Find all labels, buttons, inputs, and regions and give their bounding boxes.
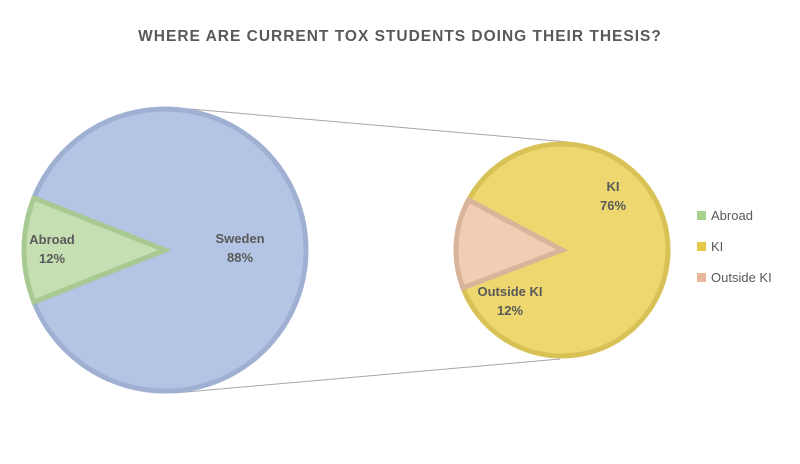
legend-item-abroad: Abroad [697, 206, 772, 224]
secondary-pie-value-ki: 76% [600, 198, 626, 213]
secondary-pie-slice-outside-ki [453, 196, 569, 292]
legend-swatch [697, 272, 706, 282]
chart-title: WHERE ARE CURRENT TOX STUDENTS DOING THE… [138, 28, 662, 45]
connector-line-bottom [174, 358, 561, 394]
legend-label: Outside KI [711, 269, 772, 285]
legend-swatch [697, 210, 706, 220]
legend-item-ki: KI [697, 237, 772, 255]
legend-item-outside-ki: Outside KI [697, 268, 772, 286]
legend-label: Abroad [711, 207, 753, 223]
legend-swatch [697, 241, 706, 251]
secondary-pie-label-ki: KI [607, 179, 620, 194]
chart-legend: Abroad KI Outside KI [697, 206, 772, 299]
primary-pie-value-abroad: 12% [39, 251, 65, 266]
legend-label: KI [711, 238, 724, 254]
primary-pie-label-sweden: Sweden [215, 231, 264, 246]
secondary-pie-value-outside-ki: 12% [497, 303, 523, 318]
primary-pie-value-sweden: 88% [227, 250, 253, 265]
primary-pie-slice-abroad [21, 194, 172, 306]
secondary-pie-label-outside-ki: Outside KI [477, 284, 542, 299]
connector-line-top [189, 108, 569, 143]
primary-pie-label-abroad: Abroad [29, 232, 75, 247]
